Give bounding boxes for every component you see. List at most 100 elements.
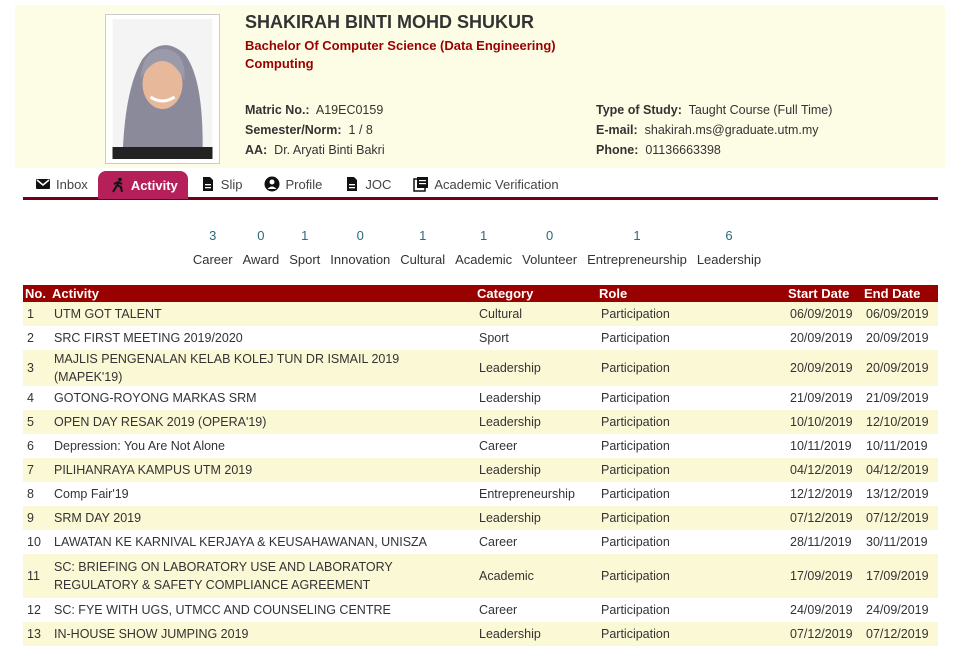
- table-row[interactable]: 10 LAWATAN KE KARNIVAL KERJAYA & KEUSAHAW…: [23, 530, 938, 554]
- count-label: Award: [242, 252, 280, 267]
- cell-end-date: 07/12/2019: [862, 622, 938, 646]
- count-label: Innovation: [330, 252, 391, 267]
- column-header[interactable]: End Date: [862, 285, 938, 302]
- table-row[interactable]: 11 SC: BRIEFING ON LABORATORY USE AND LAB…: [23, 554, 938, 598]
- cell-no: 10: [27, 535, 41, 549]
- table-row[interactable]: 7 PILIHANRAYA KAMPUS UTM 2019 Leadership Pa…: [23, 458, 938, 482]
- matric-label: Matric No.:: [245, 103, 310, 117]
- table-row[interactable]: 8 Comp Fair'19 Entrepreneurship Participati…: [23, 482, 938, 506]
- tab-label: JOC: [365, 176, 392, 192]
- document-icon: [347, 177, 358, 191]
- column-header[interactable]: Start Date: [786, 285, 862, 302]
- cell-start-date: 12/12/2019: [790, 487, 853, 501]
- cell-start-date: 07/12/2019: [786, 622, 862, 646]
- cell-start-date: 10/11/2019: [790, 439, 852, 453]
- table-row[interactable]: 1 UTM GOT TALENT Cultural Participation 06/0…: [23, 302, 938, 326]
- cell-end-date: 13/12/2019: [866, 487, 929, 501]
- column-header[interactable]: Activity: [50, 285, 475, 302]
- cell-end-date: 06/09/2019: [862, 302, 938, 326]
- tab-slip[interactable]: Slip: [188, 171, 253, 197]
- category-counts: 3 Career 0 Award 1 Sport 0 Innovation 1 Cultural 1…: [0, 228, 954, 267]
- table-row[interactable]: 9 SRM DAY 2019 Leadership Participation 07/1…: [23, 506, 938, 530]
- count-value: 0: [356, 228, 364, 243]
- cell-role: Participation: [597, 302, 786, 326]
- faculty: Computing: [245, 56, 314, 71]
- count-value: 3: [209, 228, 217, 243]
- column-header[interactable]: Role: [597, 285, 786, 302]
- table-header: No. Activity Category Role Start Date End Dat…: [23, 285, 938, 302]
- count-value: 0: [546, 228, 554, 243]
- tab-activity[interactable]: Activity: [97, 171, 188, 199]
- cell-start-date: 24/09/2019: [790, 603, 853, 617]
- cell-activity: Depression: You Are Not Alone: [54, 439, 225, 453]
- cell-end-date: 10/11/2019: [866, 439, 928, 453]
- tab-label: Inbox: [56, 176, 88, 192]
- cell-end-date: 24/09/2019: [866, 603, 929, 617]
- column-header[interactable]: Category: [475, 285, 597, 302]
- running-icon: [111, 177, 123, 193]
- count-label: Entrepreneurship: [587, 252, 687, 267]
- cell-role: Participation: [601, 603, 670, 617]
- cell-activity: SC: FYE WITH UGS, UTMCC AND COUNSELING C…: [54, 603, 391, 617]
- table-row[interactable]: 3 MAJLIS PENGENALAN KELAB KOLEJ TUN DR IS…: [23, 350, 938, 386]
- count-label: Leadership: [696, 252, 762, 267]
- cell-end-date: 30/11/2019: [866, 535, 928, 549]
- cell-start-date: 17/09/2019: [786, 554, 862, 598]
- cell-role: Participation: [601, 535, 670, 549]
- cell-start-date: 06/09/2019: [786, 302, 862, 326]
- cell-no: 12: [27, 603, 41, 617]
- count-cultural: 1 Cultural: [400, 228, 445, 267]
- cell-category: Career: [479, 603, 518, 617]
- tab-joc[interactable]: JOC: [332, 171, 401, 197]
- count-academic: 1 Academic: [455, 228, 512, 267]
- table-row[interactable]: 5 OPEN DAY RESAK 2019 (OPERA'19) Leadershi…: [23, 410, 938, 434]
- cell-no: 7: [23, 458, 50, 482]
- cell-role: Participation: [597, 622, 786, 646]
- tab-academic-verification[interactable]: Academic Verification: [401, 171, 568, 197]
- activity-table: No. Activity Category Role Start Date End Dat…: [23, 285, 938, 646]
- count-entrepreneurship: 1 Entrepreneurship: [587, 228, 687, 267]
- email-value: shakirah.ms@graduate.utm.my: [644, 123, 819, 137]
- semester-label: Semester/Norm:: [245, 123, 342, 137]
- cell-activity: PILIHANRAYA KAMPUS UTM 2019: [50, 458, 475, 482]
- cell-activity: LAWATAN KE KARNIVAL KERJAYA & KEUSAHAWAN…: [54, 535, 427, 549]
- cell-no: 8: [27, 487, 34, 501]
- email-label: E-mail:: [596, 123, 638, 137]
- count-value: 0: [257, 228, 265, 243]
- cell-end-date: 21/09/2019: [866, 391, 929, 405]
- phone-value: 01136663398: [645, 143, 721, 157]
- cell-role: Participation: [601, 439, 670, 453]
- count-value: 1: [419, 228, 427, 243]
- cell-activity: IN-HOUSE SHOW JUMPING 2019: [50, 622, 475, 646]
- count-value: 1: [633, 228, 641, 243]
- cell-role: Participation: [601, 391, 670, 405]
- count-value: 1: [301, 228, 309, 243]
- cell-category: Leadership: [475, 622, 597, 646]
- tab-inbox[interactable]: Inbox: [23, 171, 98, 197]
- cell-start-date: 04/12/2019: [786, 458, 862, 482]
- table-row[interactable]: 2 SRC FIRST MEETING 2019/2020 Sport Partici…: [23, 326, 938, 350]
- table-row[interactable]: 6 Depression: You Are Not Alone Career Part…: [23, 434, 938, 458]
- table-row[interactable]: 12 SC: FYE WITH UGS, UTMCC AND COUNSELING…: [23, 598, 938, 622]
- cell-category: Career: [479, 535, 518, 549]
- count-value: 1: [480, 228, 488, 243]
- table-row[interactable]: 4 GOTONG-ROYONG MARKAS SRM Leadership Parti…: [23, 386, 938, 410]
- count-sport: 1 Sport: [289, 228, 320, 267]
- cell-category: Leadership: [475, 350, 597, 386]
- cell-no: 13: [23, 622, 50, 646]
- cell-activity: GOTONG-ROYONG MARKAS SRM: [54, 391, 257, 405]
- table-row[interactable]: 13 IN-HOUSE SHOW JUMPING 2019 Leadership Pa…: [23, 622, 938, 646]
- tab-label: Activity: [130, 177, 178, 193]
- programme: Bachelor Of Computer Science (Data Engin…: [245, 37, 556, 73]
- tab-profile[interactable]: Profile: [252, 171, 332, 197]
- cell-no: 9: [23, 506, 50, 530]
- cell-role: Participation: [597, 350, 786, 386]
- cell-no: 11: [23, 554, 50, 598]
- cell-role: Participation: [601, 487, 670, 501]
- column-header[interactable]: No.: [23, 285, 50, 302]
- cell-category: Leadership: [475, 506, 597, 530]
- cell-no: 1: [23, 302, 50, 326]
- cell-start-date: 10/10/2019: [786, 410, 862, 434]
- cell-category: Sport: [479, 331, 509, 345]
- count-label: Cultural: [400, 252, 446, 267]
